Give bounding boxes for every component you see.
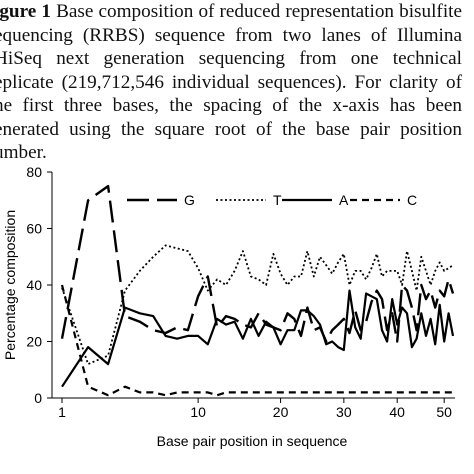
x-tick-label: 1 [58, 404, 66, 420]
legend-label-T: T [273, 192, 282, 208]
series-line-A [61, 289, 455, 388]
x-tick-label: 10 [190, 404, 206, 420]
series-line-C [60, 284, 453, 397]
y-tick-label: 20 [26, 334, 42, 350]
x-tick-label: 40 [389, 404, 405, 420]
caption-line-1-text: Base composition of reduced representati… [50, 1, 462, 22]
series-line-G [60, 184, 455, 343]
x-tick-label: 50 [436, 404, 452, 420]
y-tick-label: 40 [26, 277, 42, 293]
caption-figure-label: igure 1 [0, 1, 51, 22]
series-line-T [61, 244, 454, 366]
y-tick-label: 80 [26, 164, 42, 180]
caption-line-1: igure 1 Base composition of reduced repr… [0, 0, 462, 24]
caption-line-4: eplicate (219,712,546 individual sequenc… [0, 71, 462, 93]
x-axis-label: Base pair position in sequence [157, 433, 348, 449]
figure-caption: igure 1 Base composition of reduced repr… [0, 0, 462, 165]
x-tick-label: 30 [336, 404, 352, 420]
caption-line-7: umber. [0, 142, 47, 163]
caption-line-5: he first three bases, the spacing of the… [0, 95, 462, 116]
series-layer [60, 184, 455, 397]
caption-line-3: HiSeq next generation sequencing from on… [0, 48, 462, 69]
legend-label-G: G [184, 192, 195, 208]
y-tick-label: 0 [34, 390, 42, 406]
caption-line-6: enerated using the square root of the ba… [0, 118, 462, 140]
y-tick-label: 60 [26, 221, 42, 237]
x-tick-label: 20 [273, 404, 289, 420]
y-axis-label: Percentage composition [2, 210, 18, 360]
axes-layer: 0 20 40 60 80 1 10 20 30 40 50 [26, 164, 455, 420]
caption-line-2: equencing (RRBS) sequence from two lanes… [0, 24, 462, 46]
legend-label-A: A [339, 192, 349, 208]
legend-label-C: C [407, 192, 417, 208]
